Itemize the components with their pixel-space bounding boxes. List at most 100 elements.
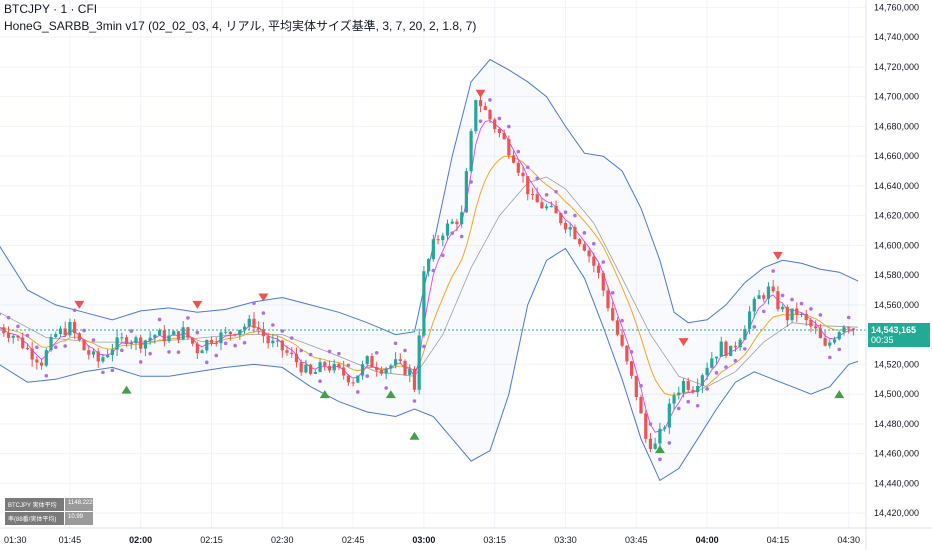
candle-body	[545, 206, 549, 209]
candle-body	[795, 308, 799, 315]
candle-body	[87, 350, 91, 355]
candle-body	[351, 382, 355, 384]
candle-body	[389, 365, 393, 369]
candle-body	[658, 428, 662, 444]
candle	[809, 317, 813, 333]
sar-dot	[592, 241, 596, 246]
sar-dot	[610, 291, 615, 295]
candle	[408, 364, 412, 383]
candle	[441, 232, 445, 247]
sar-dot	[120, 348, 124, 353]
candle	[743, 325, 747, 340]
candle-body	[663, 427, 667, 429]
candle	[710, 352, 714, 369]
candle	[261, 322, 266, 343]
candle-body	[644, 413, 648, 439]
symbol-title[interactable]: BTCJPY · 1 · CFI	[4, 2, 98, 16]
sar-dot	[507, 124, 511, 129]
candle	[370, 353, 374, 368]
candle-body	[379, 370, 384, 374]
candle	[228, 331, 232, 341]
candle	[663, 425, 667, 432]
candle	[790, 308, 794, 323]
sar-dot	[714, 371, 719, 375]
candle	[294, 347, 299, 368]
price-tick-label: 14,420,000	[874, 508, 919, 518]
candle	[139, 334, 143, 354]
candle-body	[271, 340, 275, 344]
candle-body	[738, 339, 742, 348]
candle-body	[842, 327, 846, 333]
sar-dot	[525, 165, 530, 170]
candle-body	[157, 330, 162, 336]
candle-body	[625, 345, 629, 362]
time-tick-label: 03:15	[483, 535, 506, 545]
candle-body	[460, 212, 464, 225]
candle-body	[200, 350, 204, 354]
candle	[540, 197, 544, 209]
candle-body	[266, 336, 270, 344]
sar-dot	[658, 457, 662, 462]
sar-dot	[157, 317, 162, 322]
candle	[124, 334, 129, 347]
sar-dot	[554, 189, 558, 194]
candle-body	[441, 235, 445, 241]
candle-body	[639, 397, 643, 414]
candle	[804, 309, 808, 327]
candle-body	[247, 318, 251, 327]
sar-dot	[346, 363, 351, 368]
candle-body	[252, 318, 256, 328]
candle-body	[39, 362, 44, 366]
candle-body	[337, 363, 341, 368]
candle	[2, 324, 6, 337]
candle	[507, 135, 511, 159]
candle-body	[526, 176, 530, 195]
candle-body	[677, 392, 681, 396]
candle	[752, 296, 756, 319]
candle	[563, 221, 568, 234]
bollinger-lower-line	[0, 247, 859, 482]
sar-dot	[535, 176, 539, 181]
candle	[16, 335, 20, 342]
candle-body	[559, 213, 563, 224]
sar-dot	[837, 347, 842, 352]
candle-body	[153, 335, 157, 338]
sar-dot	[327, 349, 332, 354]
sar-dot	[497, 116, 502, 121]
candle-body	[804, 314, 808, 321]
candle	[238, 329, 242, 340]
candle-body	[370, 356, 374, 368]
candle	[639, 394, 643, 414]
sar-dot	[450, 231, 455, 235]
candle-body	[73, 322, 77, 334]
candle-body	[346, 375, 350, 383]
candle	[832, 336, 837, 345]
stats-value: 1148.222	[65, 498, 93, 511]
candle	[214, 337, 218, 347]
buy-signal-marker	[319, 390, 330, 399]
candle-body	[290, 352, 294, 355]
candle-body	[620, 334, 624, 346]
sell-signal-marker	[678, 338, 689, 347]
candle-body	[35, 359, 39, 363]
sar-dot	[790, 297, 794, 302]
candle	[771, 279, 775, 293]
time-tick-label: 02:30	[271, 535, 294, 545]
time-tick-label: 01:30	[4, 535, 27, 545]
stats-value: 10.99	[65, 512, 93, 525]
sar-dot	[724, 365, 728, 369]
indicator-title[interactable]: HoneG_SARBB_3min v17 (02_02_03, 4, リアル, …	[4, 19, 477, 33]
sar-dot	[818, 313, 823, 317]
candle-body	[809, 320, 813, 327]
candle-body	[342, 367, 346, 376]
candle	[483, 102, 487, 111]
time-tick-label: 03:00	[412, 535, 435, 545]
candle-body	[2, 327, 6, 334]
price-tick-label: 14,640,000	[874, 181, 919, 191]
candle-body	[752, 298, 756, 312]
price-tick-label: 14,580,000	[874, 270, 919, 280]
candle	[120, 332, 124, 342]
candle	[58, 325, 63, 337]
candle-body	[176, 331, 181, 340]
